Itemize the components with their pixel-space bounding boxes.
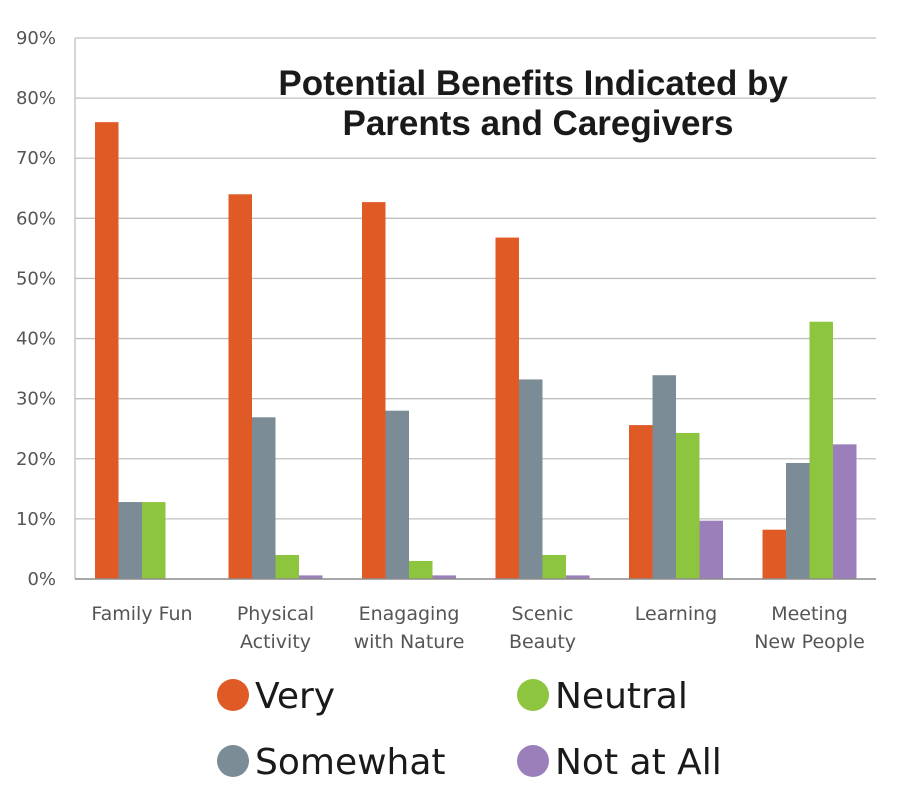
y-tick-label: 10% <box>16 509 56 530</box>
legend-item: Neutral <box>517 676 688 717</box>
y-tick-label: 50% <box>16 268 56 289</box>
bars <box>95 122 857 580</box>
bar <box>275 554 299 579</box>
legend-item: Not at All <box>517 742 722 783</box>
bar <box>519 379 543 579</box>
legend-label: Not at All <box>555 742 722 783</box>
x-tick-label: Enagaging with Nature <box>354 603 465 653</box>
y-tick-label: 90% <box>16 28 56 49</box>
x-tick-label: Physical Activity <box>237 603 314 653</box>
bar <box>362 202 386 579</box>
bar <box>252 417 276 579</box>
y-tick-label: 70% <box>16 148 56 169</box>
y-tick-label: 20% <box>16 449 56 470</box>
bar <box>833 444 857 579</box>
y-tick-label: 0% <box>27 569 56 590</box>
chart-title-line-1: Potential Benefits Indicated by <box>278 64 788 103</box>
chart-title-line-2: Parents and Caregivers <box>342 104 733 143</box>
x-tick-label: Scenic Beauty <box>509 603 576 653</box>
bar <box>118 502 142 579</box>
x-axis-labels: Family Fun Physical Activity Enagaging with … <box>91 603 864 653</box>
bar <box>542 554 566 579</box>
chart-title: Potential Benefits Indicated by Parents … <box>278 64 797 143</box>
bar <box>432 575 456 579</box>
legend-label: Somewhat <box>255 742 446 783</box>
y-tick-label: 30% <box>16 389 56 410</box>
x-tick-label: Meeting New People <box>754 603 865 653</box>
gridlines <box>75 37 876 520</box>
legend-swatch <box>217 745 249 777</box>
bar <box>385 410 409 579</box>
legend-item: Very <box>217 676 335 717</box>
bar <box>786 462 810 579</box>
bar <box>699 520 723 579</box>
bar <box>409 560 433 579</box>
bar <box>809 321 833 579</box>
legend-swatch <box>217 679 249 711</box>
x-axis <box>74 38 876 580</box>
bar <box>299 575 323 579</box>
legend-label: Neutral <box>555 676 688 717</box>
bar <box>228 194 252 580</box>
legend-swatch <box>517 745 549 777</box>
y-tick-label: 60% <box>16 208 56 229</box>
bar <box>495 237 519 579</box>
x-tick-label: Family Fun <box>91 603 192 625</box>
y-axis-ticks: 0% 10% 20% 30% 40% 50% 60% 70% 80% 90% <box>16 28 56 590</box>
y-tick-label: 40% <box>16 329 56 350</box>
legend-swatch <box>517 679 549 711</box>
x-tick-label: Learning <box>635 603 718 625</box>
bar <box>652 375 676 579</box>
legend-label: Very <box>255 676 335 717</box>
bar <box>142 502 166 579</box>
bar <box>676 432 700 579</box>
bar <box>566 575 590 579</box>
legend: Very Neutral Somewhat Not at All <box>217 676 722 783</box>
bar <box>629 425 653 579</box>
bar <box>762 529 786 579</box>
legend-item: Somewhat <box>217 742 446 783</box>
bar <box>95 122 119 580</box>
y-tick-label: 80% <box>16 88 56 109</box>
